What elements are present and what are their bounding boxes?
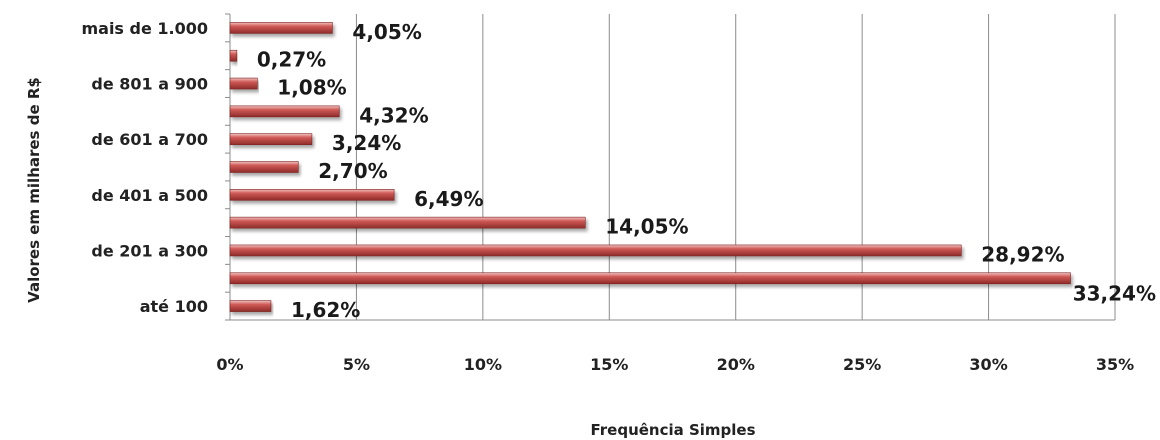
x-tick-label: 0% xyxy=(216,355,243,374)
gridlines xyxy=(355,14,1116,320)
bar xyxy=(229,22,333,34)
data-label: 33,24% xyxy=(1073,281,1156,305)
bar xyxy=(229,49,238,62)
bar xyxy=(229,272,1071,285)
data-label: 3,24% xyxy=(332,131,401,155)
data-label: 4,05% xyxy=(352,20,421,44)
data-label: 28,92% xyxy=(981,242,1064,266)
bar xyxy=(229,105,340,118)
bar xyxy=(229,133,313,145)
y-tick-label: de 601 a 700 xyxy=(91,130,208,149)
data-label: 14,05% xyxy=(605,215,688,239)
x-tick-label: 10% xyxy=(464,355,502,374)
bar xyxy=(229,189,395,201)
bar xyxy=(229,300,272,312)
data-labels: 1,62% 33,24% 28,92% 14,05% 6,49% 2,70% 3,24% 4,… xyxy=(257,20,1156,322)
bar xyxy=(229,216,586,229)
y-tick-label: mais de 1.000 xyxy=(81,19,208,38)
x-tick-label: 25% xyxy=(843,355,881,374)
data-label: 2,70% xyxy=(318,159,387,183)
x-tick-label: 20% xyxy=(717,355,755,374)
y-tick-label: de 401 a 500 xyxy=(91,186,208,205)
data-label: 1,62% xyxy=(291,298,360,322)
x-tick-label: 30% xyxy=(969,355,1007,374)
x-axis-title: Frequência Simples xyxy=(590,421,755,439)
x-tick-label: 5% xyxy=(343,355,370,374)
bar xyxy=(229,244,962,257)
y-tick-labels: até 100 de 201 a 300 de 401 a 500 de 601 a … xyxy=(81,19,208,316)
y-tick-label: de 201 a 300 xyxy=(91,241,208,260)
data-label: 1,08% xyxy=(277,76,346,100)
axes xyxy=(225,13,1115,321)
bars xyxy=(229,22,1071,312)
bar xyxy=(229,161,299,173)
x-tick-label: 35% xyxy=(1096,355,1134,374)
x-tick-label: 15% xyxy=(590,355,628,374)
y-tick-label: de 801 a 900 xyxy=(91,75,208,94)
bar xyxy=(229,77,258,90)
data-label: 4,32% xyxy=(359,103,428,127)
y-tick-label: até 100 xyxy=(140,297,208,316)
x-tick-labels: 0% 5% 10% 15% 20% 25% 30% 35% xyxy=(216,355,1134,374)
y-axis-title: Valores em milhares de R$ xyxy=(25,77,43,303)
data-label: 6,49% xyxy=(414,187,483,211)
data-label: 0,27% xyxy=(257,48,326,72)
